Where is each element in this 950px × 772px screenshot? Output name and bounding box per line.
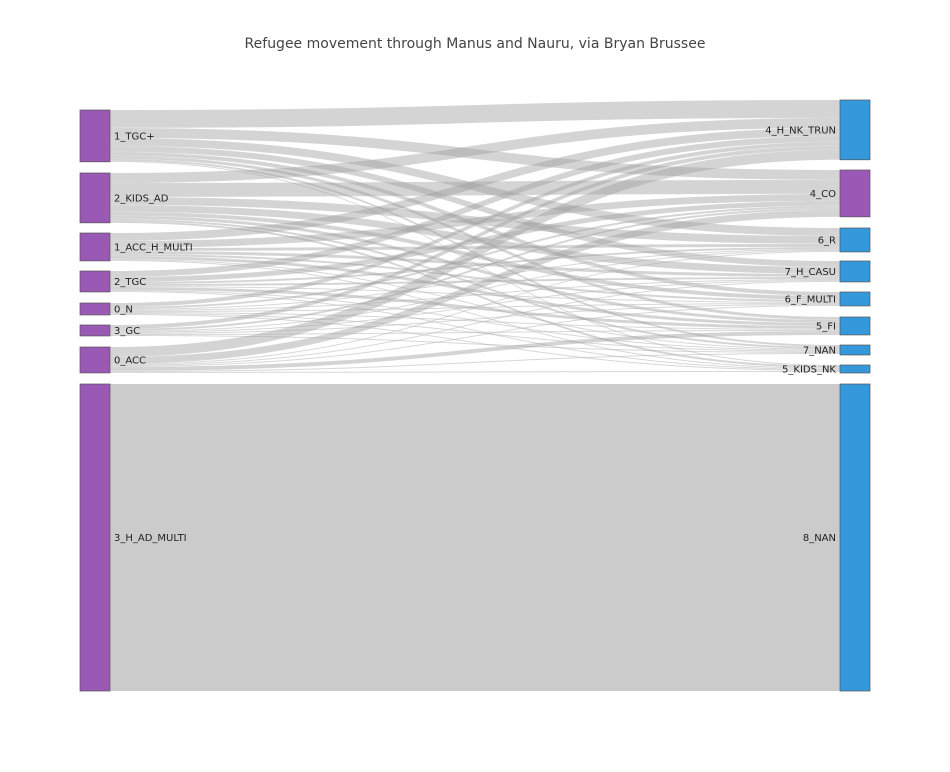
node-label-6-f-multi: 6_F_MULTI xyxy=(785,294,836,305)
node-4-h-nk-trun[interactable] xyxy=(839,99,871,161)
node-label-4-h-nk-trun: 4_H_NK_TRUN xyxy=(765,125,836,136)
sankey-labels: 1_TGC+ 2_KIDS_AD 1_ACC_H_MULTI 2_TGC 0_N 3_GC… xyxy=(114,125,836,544)
node-label-5-kids-nk: 5_KIDS_NK xyxy=(782,365,836,376)
node-6-f-multi[interactable] xyxy=(839,291,871,307)
node-3-gc[interactable] xyxy=(79,324,111,337)
node-1-acc-h-multi[interactable] xyxy=(79,232,111,262)
node-label-7-nan: 7_NAN xyxy=(803,345,836,356)
node-8-nan[interactable] xyxy=(839,383,871,692)
node-label-3-h-ad-multi: 3_H_AD_MULTI xyxy=(114,533,187,544)
node-label-1-acc-h-multi: 1_ACC_H_MULTI xyxy=(114,242,193,253)
node-0-n[interactable] xyxy=(79,302,111,316)
node-label-3-gc: 3_GC xyxy=(114,326,140,337)
node-0-acc[interactable] xyxy=(79,346,111,374)
node-7-h-casu[interactable] xyxy=(839,260,871,283)
node-2-kids-ad[interactable] xyxy=(79,172,111,224)
node-label-7-h-casu: 7_H_CASU xyxy=(785,267,836,278)
node-label-2-kids-ad: 2_KIDS_AD xyxy=(114,193,169,204)
node-4-co[interactable] xyxy=(839,169,871,218)
link-3-h-ad-multi-to-8-nan[interactable] xyxy=(109,383,841,692)
node-5-fi[interactable] xyxy=(839,316,871,336)
node-6-r[interactable] xyxy=(839,227,871,253)
node-1-tgc[interactable] xyxy=(79,109,111,163)
chart-title: Refugee movement through Manus and Nauru… xyxy=(244,36,706,52)
node-label-6-r: 6_R xyxy=(818,235,836,246)
node-label-4-co: 4_CO xyxy=(810,189,836,200)
node-label-2-tgc: 2_TGC xyxy=(114,277,146,288)
node-label-0-n: 0_N xyxy=(114,304,133,315)
sankey-nodes xyxy=(79,99,871,692)
node-label-0-acc: 0_ACC xyxy=(114,355,146,366)
sankey-links xyxy=(109,99,841,692)
node-3-h-ad-multi[interactable] xyxy=(79,383,111,692)
node-label-5-fi: 5_FI xyxy=(816,321,836,332)
node-5-kids-nk[interactable] xyxy=(839,364,871,374)
node-label-8-nan: 8_NAN xyxy=(803,533,836,544)
node-7-nan[interactable] xyxy=(839,344,871,356)
node-2-tgc[interactable] xyxy=(79,270,111,293)
node-label-1-tgc: 1_TGC+ xyxy=(114,131,155,142)
